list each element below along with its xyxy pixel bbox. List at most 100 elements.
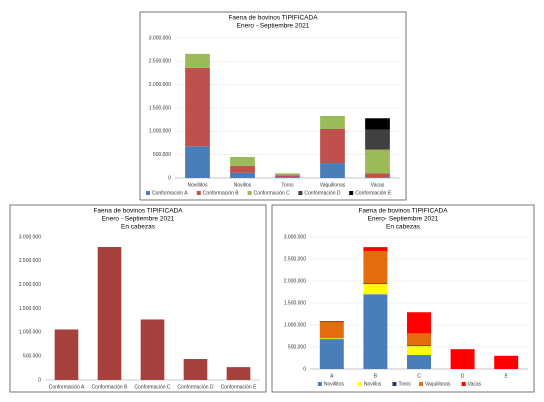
legend-label: Conformación A (152, 190, 188, 196)
y-tick-label: 500.000 (23, 353, 41, 359)
y-tick-label: 1.000.000 (19, 330, 41, 336)
bar (140, 319, 165, 380)
y-tick-label: 2.000.000 (149, 82, 171, 88)
bar-segment (363, 247, 388, 252)
y-tick-label: 2.500.000 (284, 256, 306, 262)
bar-segment (320, 163, 345, 178)
bar-segment (407, 346, 431, 355)
x-tick-label: A (330, 373, 334, 379)
y-tick-label: 1.500.000 (19, 306, 41, 312)
chart-unit-note: En cabezas (386, 224, 421, 231)
x-tick-label: B (374, 373, 378, 379)
bar-segment (363, 251, 388, 284)
bar-segment (450, 349, 475, 369)
chart-title: Faena de bovinos TIPIFICADA (358, 208, 448, 215)
legend-swatch (317, 382, 322, 386)
x-tick-label: C (417, 373, 421, 379)
y-tick-label: 0 (303, 366, 306, 372)
chart-frame (9, 204, 267, 393)
legend-swatch (349, 191, 354, 195)
bar-segment (319, 321, 344, 338)
chart-title: Faena de bovinos TIPIFICADA (228, 15, 318, 22)
legend-label: Conformación B (203, 190, 240, 196)
legend-label: Novillos (364, 381, 382, 387)
bar-segment (319, 321, 344, 322)
bar-segment (407, 333, 431, 346)
legend-swatch (298, 191, 303, 195)
y-tick-label: 3.000.000 (19, 234, 41, 240)
y-tick-label: 2.500.000 (149, 59, 171, 65)
legend-swatch (392, 382, 397, 386)
chart-subtitle: Enero- Septiembre 2021 (368, 216, 439, 223)
y-tick-label: 3.000.000 (149, 35, 171, 41)
bar-segment (407, 354, 431, 369)
bar-segment (275, 175, 300, 178)
bar-segment (230, 165, 255, 173)
chart-frame (139, 11, 407, 201)
bar-segment (407, 312, 431, 334)
y-tick-label: 1.000.000 (284, 322, 306, 328)
legend-swatch (196, 191, 201, 195)
chart-frame (271, 204, 535, 393)
x-tick-label: E (505, 373, 509, 379)
bar-segment (230, 157, 255, 166)
bar (97, 247, 122, 380)
bar-segment (365, 118, 390, 130)
bar-segment (494, 355, 519, 369)
bar-segment (185, 67, 210, 147)
x-tick-label: Vaquillonas (320, 182, 346, 188)
x-tick-label: Toros (281, 182, 294, 188)
y-tick-label: 2.500.000 (19, 258, 41, 264)
bar-segment (365, 177, 390, 178)
y-tick-label: 2.000.000 (19, 282, 41, 288)
y-tick-label: 0 (38, 377, 41, 383)
y-tick-label: 1.500.000 (149, 105, 171, 111)
y-tick-label: 1.500.000 (284, 300, 306, 306)
x-tick-label: D (461, 373, 465, 379)
legend-swatch (357, 382, 362, 386)
bar-segment (363, 283, 388, 285)
x-tick-label: Conformación B (92, 384, 129, 390)
legend-label: Conformación E (355, 190, 392, 196)
chart-subtitle: Enero - Septiembre 2021 (237, 23, 310, 30)
x-tick-label: Conformación D (177, 384, 214, 390)
bar-segment (319, 338, 344, 340)
bar-segment (320, 115, 345, 129)
bar-segment (365, 173, 390, 178)
bar (183, 359, 208, 380)
y-tick-label: 3.000.000 (284, 234, 306, 240)
legend-label: Toros (398, 381, 411, 387)
y-tick-label: 500.000 (288, 344, 306, 350)
x-tick-label: Vacas (371, 182, 385, 188)
bar-segment (363, 294, 388, 369)
bar-segment (365, 149, 390, 174)
y-tick-label: 500.000 (153, 152, 171, 158)
chart-title: Faena de bovinos TIPIFICADA (93, 208, 183, 215)
x-tick-label: Conformación C (134, 384, 171, 390)
bar-segment (185, 146, 210, 178)
bar (226, 367, 251, 380)
y-tick-label: 2.000.000 (284, 278, 306, 284)
bar-segment (319, 339, 344, 369)
bar-segment (363, 284, 388, 295)
x-tick-label: Novillos (234, 182, 252, 188)
legend-swatch (146, 191, 150, 195)
bar-segment (230, 172, 255, 178)
bar-segment (275, 173, 300, 176)
bar-segment (365, 129, 390, 150)
bar-segment (407, 345, 431, 347)
legend-swatch (461, 382, 466, 386)
y-tick-label: 1.000.000 (149, 129, 171, 135)
bar-segment (275, 177, 300, 178)
bar (54, 329, 79, 380)
bar-segment (185, 53, 210, 68)
y-tick-label: 0 (168, 175, 171, 181)
legend-label: Vaquillonas (425, 381, 451, 387)
legend-label: Conformación C (254, 190, 291, 196)
legend-label: Vacas (468, 381, 482, 387)
bar-segment (320, 129, 345, 164)
chart-subtitle: Enero - Septiembre 2021 (102, 216, 175, 223)
legend-label: Novillitos (324, 381, 345, 387)
chart-unit-note: En cabezas (121, 224, 156, 231)
